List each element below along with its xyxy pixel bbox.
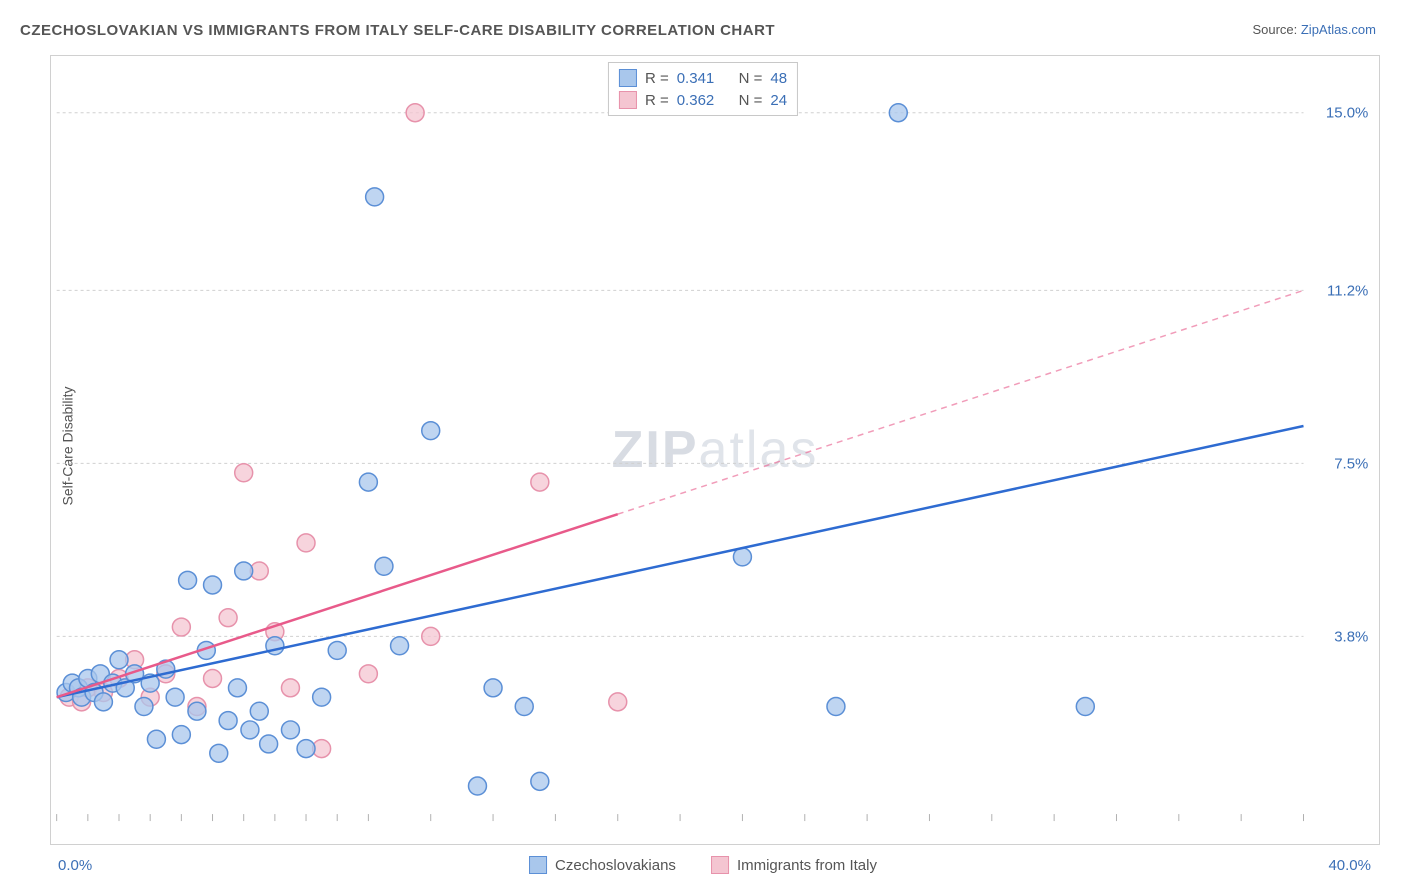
plot-svg: 3.8% 7.5% 11.2% 15.0%	[51, 56, 1379, 844]
r-prefix: R =	[645, 92, 669, 109]
legend-item-pink: Immigrants from Italy	[711, 856, 877, 874]
legend-label-pink: Immigrants from Italy	[737, 857, 877, 874]
n-prefix: N =	[739, 92, 763, 109]
r-value-pink: 0.362	[677, 92, 715, 109]
x-axis-min-label: 0.0%	[58, 857, 92, 874]
n-value-blue: 48	[770, 70, 787, 87]
legend-label-blue: Czechoslovakians	[555, 857, 676, 874]
legend-item-blue: Czechoslovakians	[529, 856, 676, 874]
source-attribution: Source: ZipAtlas.com	[1252, 22, 1376, 37]
correlation-legend: R = 0.341 N = 48 R = 0.362 N = 24	[608, 62, 798, 116]
svg-text:11.2%: 11.2%	[1327, 282, 1368, 299]
source-prefix: Source:	[1252, 22, 1300, 37]
chart-title: CZECHOSLOVAKIAN VS IMMIGRANTS FROM ITALY…	[20, 22, 775, 39]
r-prefix: R =	[645, 70, 669, 87]
swatch-blue	[619, 69, 637, 87]
legend-row-blue: R = 0.341 N = 48	[619, 67, 787, 89]
chart-area: ZIPatlas 3.8%7.5%11.2%15.0%	[50, 55, 1380, 845]
source-link[interactable]: ZipAtlas.com	[1301, 22, 1376, 37]
swatch-blue	[529, 856, 547, 874]
svg-text:7.5%: 7.5%	[1334, 455, 1368, 472]
legend-row-pink: R = 0.362 N = 24	[619, 89, 787, 111]
series-legend: Czechoslovakians Immigrants from Italy	[529, 856, 877, 874]
r-value-blue: 0.341	[677, 70, 715, 87]
n-prefix: N =	[739, 70, 763, 87]
svg-text:15.0%: 15.0%	[1326, 105, 1368, 122]
x-axis-max-label: 40.0%	[1328, 857, 1371, 874]
swatch-pink	[619, 91, 637, 109]
svg-text:3.8%: 3.8%	[1334, 628, 1368, 645]
swatch-pink	[711, 856, 729, 874]
n-value-pink: 24	[770, 92, 787, 109]
